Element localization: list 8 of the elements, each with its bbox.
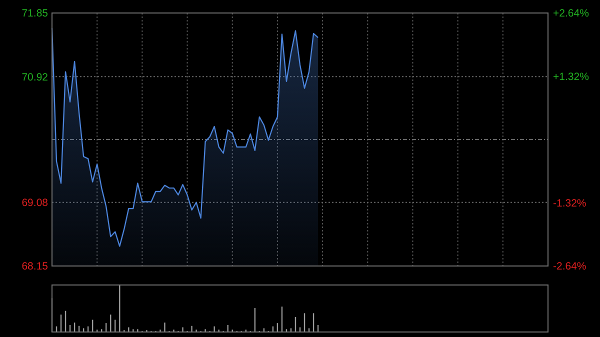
y2-tick-label: +2.64% [553, 8, 589, 20]
y2-tick-label: +1.32% [553, 70, 589, 83]
y-tick-label: 71.85 [22, 8, 48, 20]
y-tick-label: 70.92 [22, 71, 48, 84]
y2-tick-label: -2.64% [553, 260, 586, 273]
y-tick-label: 69.08 [22, 197, 48, 210]
y2-tick-label: -1.32% [553, 197, 586, 210]
y-tick-label: 68.15 [22, 260, 48, 273]
